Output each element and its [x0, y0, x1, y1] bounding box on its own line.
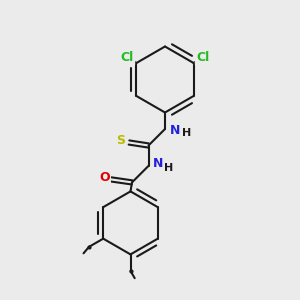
- Text: H: H: [182, 128, 191, 139]
- Text: Cl: Cl: [121, 51, 134, 64]
- Text: N: N: [153, 157, 164, 170]
- Text: S: S: [116, 134, 125, 148]
- Text: H: H: [164, 163, 173, 173]
- Text: N: N: [170, 124, 181, 137]
- Text: Cl: Cl: [196, 51, 209, 64]
- Text: O: O: [99, 171, 110, 184]
